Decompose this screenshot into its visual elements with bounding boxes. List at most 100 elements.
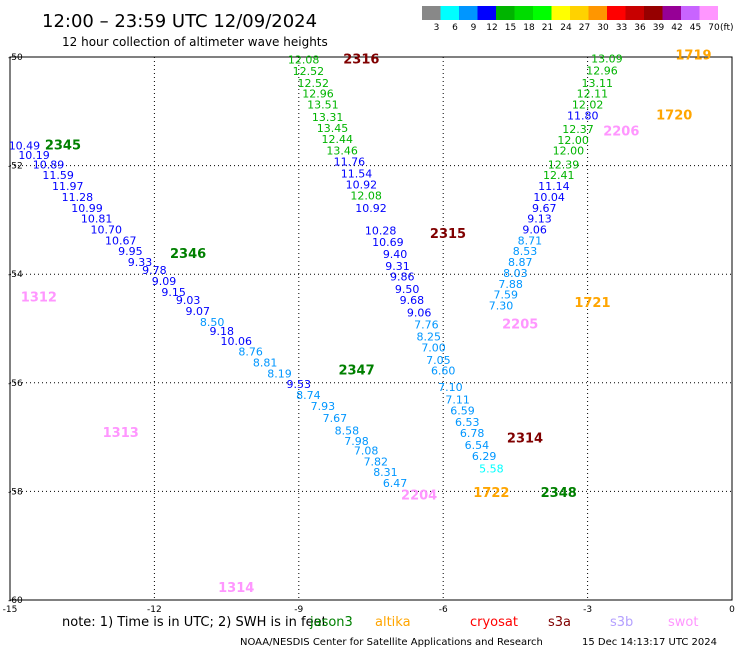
colorbar-label: 6	[452, 23, 458, 33]
wave-height-value: 13.09	[591, 52, 623, 65]
wave-height-value: 9.40	[383, 248, 408, 261]
satellite-altika: altika	[375, 615, 411, 630]
pass-time-label: 2204	[401, 489, 437, 504]
wave-height-value: 12.41	[543, 169, 575, 182]
x-tick-label: -12	[147, 605, 162, 615]
pass-time-label: 2206	[603, 125, 639, 140]
wave-height-value: 12.00	[553, 145, 585, 158]
wave-height-value: 8.53	[513, 245, 538, 258]
wave-height-value: 8.19	[267, 367, 292, 380]
wave-height-value: 9.06	[522, 223, 547, 236]
wave-height-value: 8.87	[508, 256, 533, 269]
colorbar-label: 24	[560, 23, 572, 33]
time-labels: 2316 2315 2314 2345 2346 2347 2348 1312 1313 1314…	[21, 49, 712, 596]
wave-height-value: 12.52	[297, 77, 329, 90]
wave-height-value: 10.81	[81, 213, 113, 226]
wave-height-value: 13.51	[307, 99, 339, 112]
colorbar-label: 15	[505, 23, 516, 33]
colorbar-swatch	[570, 6, 589, 20]
pass-time-label: 2314	[507, 432, 543, 447]
track-values: 12.0812.5212.5212.9613.5113.3113.4512.44…	[9, 52, 623, 490]
plot-grid: -15 -12 -9 -6 -3 0 -50 -52 -54 -56 -58 -60	[3, 53, 735, 615]
wave-height-value: 8.31	[373, 466, 398, 479]
wave-height-value: 9.03	[176, 294, 201, 307]
colorbar-swatch	[514, 6, 533, 20]
satellite-jason3: jason3	[309, 615, 353, 630]
wave-height-value: 9.09	[152, 275, 177, 288]
wave-height-value: 6.47	[383, 477, 408, 490]
wave-height-value: 7.67	[323, 412, 348, 425]
wave-height-value: 10.99	[71, 202, 103, 215]
wave-height-value: 8.03	[503, 267, 528, 280]
wave-height-value: 12.11	[577, 88, 609, 101]
x-tick-label: -9	[294, 605, 303, 615]
colorbar-swatch	[607, 6, 626, 20]
pass-time-label: 2347	[338, 364, 374, 379]
wave-height-value: 12.00	[557, 134, 589, 147]
wave-height-value: 7.98	[344, 435, 369, 448]
wave-height-value: 7.11	[445, 393, 470, 406]
wave-height-value: 12.08	[288, 54, 320, 67]
colorbar-swatch	[662, 6, 681, 20]
pass-time-label: 1721	[574, 296, 610, 311]
wave-height-value: 10.49	[9, 139, 41, 152]
wave-height-value: 7.00	[421, 341, 446, 354]
colorbar-swatch	[477, 6, 496, 20]
wave-height-value: 8.81	[253, 357, 278, 370]
pass-time-label: 1719	[675, 49, 711, 64]
y-tick-label: -52	[8, 162, 23, 172]
pass-time-label: 1312	[21, 290, 57, 305]
wave-height-value: 12.96	[586, 64, 618, 77]
pass-time-label: 2345	[45, 138, 81, 153]
wave-height-value: 9.06	[407, 307, 432, 320]
pass-time-label: 1313	[103, 426, 139, 441]
pass-time-label: 2346	[170, 247, 206, 262]
wave-height-value: 6.54	[465, 439, 490, 452]
pass-time-label: 1722	[473, 486, 509, 501]
wave-height-value: 9.15	[161, 286, 186, 299]
wave-height-value: 7.30	[489, 299, 514, 312]
wave-height-value: 9.53	[287, 378, 312, 391]
wave-height-value: 7.76	[414, 319, 439, 332]
wave-height-value: 10.70	[91, 223, 123, 236]
colorbar-label: 70	[708, 23, 720, 33]
colorbar-swatch	[551, 6, 570, 20]
wave-height-value: 12.44	[322, 133, 354, 146]
wave-height-value: 12.96	[302, 88, 334, 101]
wave-height-value: 9.67	[532, 202, 557, 215]
colorbar-label: 45	[690, 23, 701, 33]
wave-height-value: 5.58	[479, 462, 504, 475]
y-tick-label: -58	[8, 487, 23, 497]
wave-height-value: 12.08	[350, 189, 382, 202]
wave-height-value: 12.37	[562, 123, 594, 136]
footer-note: note: 1) Time is in UTC; 2) SWH is in fe…	[62, 615, 327, 630]
pass-time-label: 1314	[218, 581, 254, 596]
footer-credit: NOAA/NESDIS Center for Satellite Applica…	[240, 637, 543, 648]
wave-height-value: 10.19	[18, 149, 50, 162]
wave-height-value: 12.39	[548, 158, 580, 171]
wave-height-value: 6.78	[460, 427, 485, 440]
wave-height-value: 13.46	[326, 145, 358, 158]
wave-height-value: 6.53	[455, 416, 480, 429]
colorbar-swatch	[459, 6, 478, 20]
colorbar-label: 21	[542, 23, 553, 33]
satellite-legend: jason3 altika cryosat s3a s3b swot	[309, 615, 698, 630]
chart-subtitle: 12 hour collection of altimeter wave hei…	[62, 35, 328, 49]
wave-height-value: 6.60	[431, 365, 456, 378]
wave-height-value: 11.54	[341, 168, 373, 181]
satellite-s3b: s3b	[610, 615, 633, 630]
wave-height-value: 7.10	[438, 381, 463, 394]
x-tick-label: -15	[3, 605, 18, 615]
wave-height-value: 8.74	[296, 389, 321, 402]
wave-height-value: 13.11	[581, 77, 613, 90]
wave-height-value: 11.80	[567, 109, 599, 122]
pass-time-label: 2348	[541, 486, 577, 501]
colorbar-unit: (ft)	[720, 23, 734, 33]
colorbar-label: 12	[486, 23, 497, 33]
wave-height-value: 6.29	[472, 450, 497, 463]
wave-height-value: 9.13	[527, 213, 552, 226]
wave-height-value: 7.88	[498, 278, 523, 291]
wave-height-value: 12.02	[572, 99, 604, 112]
pass-time-label: 2315	[430, 227, 466, 242]
